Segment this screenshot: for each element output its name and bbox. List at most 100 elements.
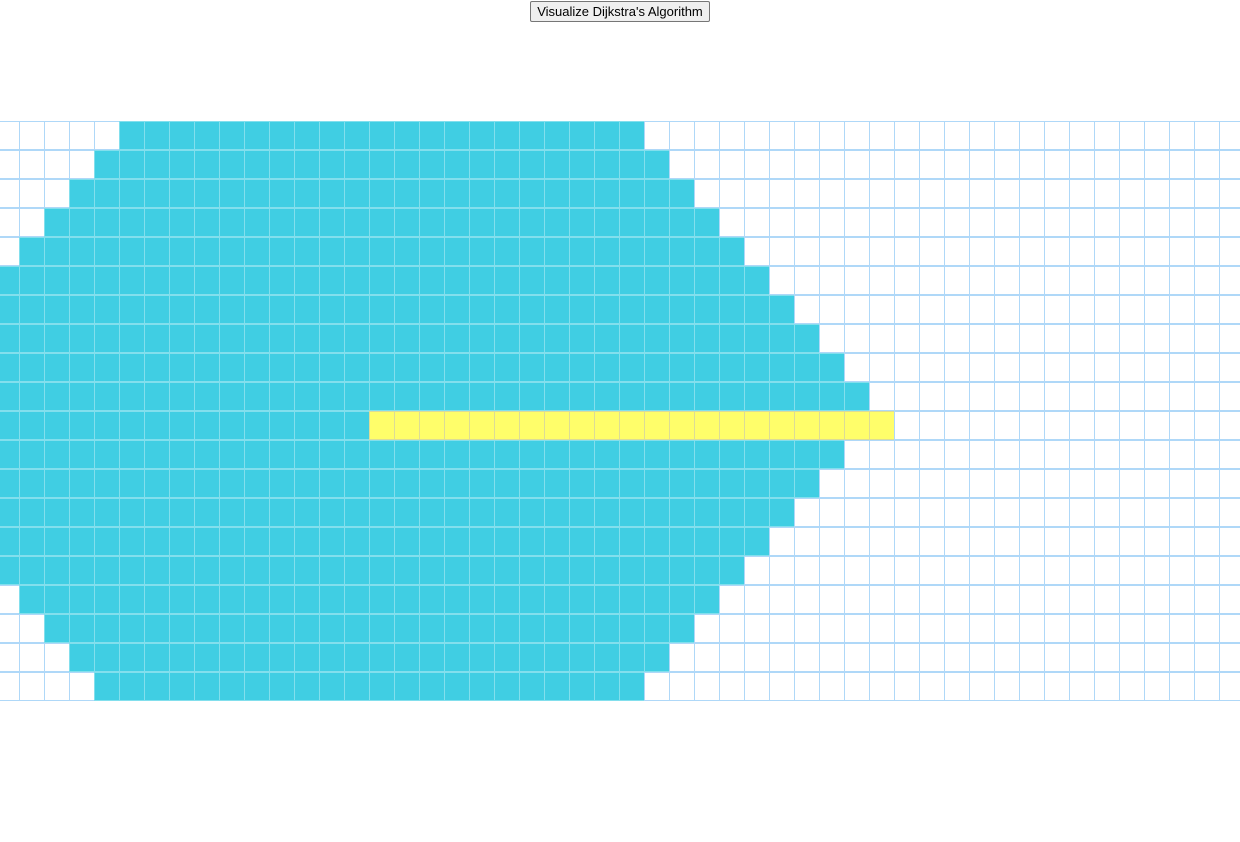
grid-node-unvisited[interactable] <box>969 179 995 208</box>
grid-node-visited[interactable] <box>769 295 795 324</box>
grid-node-unvisited[interactable] <box>794 556 820 585</box>
grid-node-unvisited[interactable] <box>944 556 970 585</box>
grid-node-visited[interactable] <box>319 411 345 440</box>
grid-node-visited[interactable] <box>644 643 670 672</box>
grid-node-unvisited[interactable] <box>1219 556 1240 585</box>
grid-node-unvisited[interactable] <box>44 150 70 179</box>
grid-node-visited[interactable] <box>69 440 95 469</box>
grid-node-visited[interactable] <box>144 179 170 208</box>
grid-node-visited[interactable] <box>694 382 720 411</box>
grid-node-unvisited[interactable] <box>944 672 970 701</box>
grid-node-visited[interactable] <box>194 556 220 585</box>
grid-node-unvisited[interactable] <box>1219 295 1240 324</box>
grid-node-visited[interactable] <box>194 643 220 672</box>
grid-node-unvisited[interactable] <box>944 440 970 469</box>
grid-node-visited[interactable] <box>244 382 270 411</box>
grid-node-visited[interactable] <box>294 498 320 527</box>
grid-node-unvisited[interactable] <box>919 266 945 295</box>
grid-node-unvisited[interactable] <box>744 585 770 614</box>
grid-node-unvisited[interactable] <box>1019 469 1045 498</box>
grid-node-visited[interactable] <box>144 614 170 643</box>
grid-node-unvisited[interactable] <box>1044 382 1070 411</box>
grid-node-unvisited[interactable] <box>844 672 870 701</box>
grid-node-unvisited[interactable] <box>994 382 1020 411</box>
grid-node-visited[interactable] <box>544 353 570 382</box>
grid-node-visited[interactable] <box>444 672 470 701</box>
grid-node-unvisited[interactable] <box>1169 353 1195 382</box>
grid-node-unvisited[interactable] <box>1094 266 1120 295</box>
grid-node-unvisited[interactable] <box>894 266 920 295</box>
grid-node-visited[interactable] <box>119 614 145 643</box>
grid-node-unvisited[interactable] <box>919 672 945 701</box>
grid-node-unvisited[interactable] <box>1194 411 1220 440</box>
grid-node-unvisited[interactable] <box>794 179 820 208</box>
grid-node-unvisited[interactable] <box>969 121 995 150</box>
grid-node-unvisited[interactable] <box>769 237 795 266</box>
grid-node-visited[interactable] <box>669 179 695 208</box>
grid-node-unvisited[interactable] <box>1219 643 1240 672</box>
grid-node-visited[interactable] <box>194 672 220 701</box>
grid-node-visited[interactable] <box>119 266 145 295</box>
grid-node-visited[interactable] <box>694 266 720 295</box>
grid-node-unvisited[interactable] <box>1219 353 1240 382</box>
grid-node-visited[interactable] <box>19 585 45 614</box>
grid-node-unvisited[interactable] <box>44 643 70 672</box>
grid-node-visited[interactable] <box>744 382 770 411</box>
grid-node-visited[interactable] <box>619 556 645 585</box>
grid-node-unvisited[interactable] <box>919 208 945 237</box>
grid-node-visited[interactable] <box>494 150 520 179</box>
grid-node-visited[interactable] <box>469 469 495 498</box>
grid-node-unvisited[interactable] <box>1094 382 1120 411</box>
grid-node-unvisited[interactable] <box>719 672 745 701</box>
grid-node-unvisited[interactable] <box>1144 237 1170 266</box>
visualize-dijkstra-button[interactable]: Visualize Dijkstra's Algorithm <box>530 1 710 22</box>
grid-node-visited[interactable] <box>619 382 645 411</box>
grid-node-visited[interactable] <box>269 469 295 498</box>
grid-node-unvisited[interactable] <box>944 469 970 498</box>
grid-node-unvisited[interactable] <box>1194 672 1220 701</box>
grid-node-visited[interactable] <box>619 585 645 614</box>
grid-node-visited[interactable] <box>669 527 695 556</box>
grid-node-visited[interactable] <box>219 121 245 150</box>
grid-node-visited[interactable] <box>94 469 120 498</box>
grid-node-visited[interactable] <box>469 353 495 382</box>
grid-node-unvisited[interactable] <box>844 643 870 672</box>
grid-node-visited[interactable] <box>819 382 845 411</box>
grid-node-visited[interactable] <box>119 585 145 614</box>
grid-node-unvisited[interactable] <box>969 208 995 237</box>
grid-node-visited[interactable] <box>219 208 245 237</box>
grid-node-unvisited[interactable] <box>1169 469 1195 498</box>
grid-node-visited[interactable] <box>494 614 520 643</box>
grid-node-visited[interactable] <box>394 643 420 672</box>
grid-node-path[interactable] <box>744 411 770 440</box>
grid-node-unvisited[interactable] <box>19 208 45 237</box>
grid-node-visited[interactable] <box>494 672 520 701</box>
grid-node-visited[interactable] <box>569 672 595 701</box>
grid-node-unvisited[interactable] <box>1194 498 1220 527</box>
grid-node-visited[interactable] <box>369 353 395 382</box>
grid-node-unvisited[interactable] <box>894 469 920 498</box>
grid-node-unvisited[interactable] <box>1069 295 1095 324</box>
grid-node-unvisited[interactable] <box>969 527 995 556</box>
grid-node-unvisited[interactable] <box>1069 614 1095 643</box>
grid-node-unvisited[interactable] <box>1219 179 1240 208</box>
grid-node-visited[interactable] <box>269 672 295 701</box>
grid-node-visited[interactable] <box>119 411 145 440</box>
grid-node-unvisited[interactable] <box>944 208 970 237</box>
grid-node-visited[interactable] <box>294 121 320 150</box>
grid-node-visited[interactable] <box>44 237 70 266</box>
grid-node-unvisited[interactable] <box>794 672 820 701</box>
grid-node-visited[interactable] <box>319 469 345 498</box>
grid-node-unvisited[interactable] <box>69 121 95 150</box>
grid-node-unvisited[interactable] <box>1194 295 1220 324</box>
grid-node-unvisited[interactable] <box>1219 440 1240 469</box>
grid-node-visited[interactable] <box>294 469 320 498</box>
grid-node-unvisited[interactable] <box>944 121 970 150</box>
grid-node-visited[interactable] <box>44 411 70 440</box>
grid-node-visited[interactable] <box>444 150 470 179</box>
grid-node-unvisited[interactable] <box>794 585 820 614</box>
grid-node-unvisited[interactable] <box>1094 121 1120 150</box>
grid-node-visited[interactable] <box>319 643 345 672</box>
grid-node-visited[interactable] <box>94 324 120 353</box>
grid-node-visited[interactable] <box>519 324 545 353</box>
